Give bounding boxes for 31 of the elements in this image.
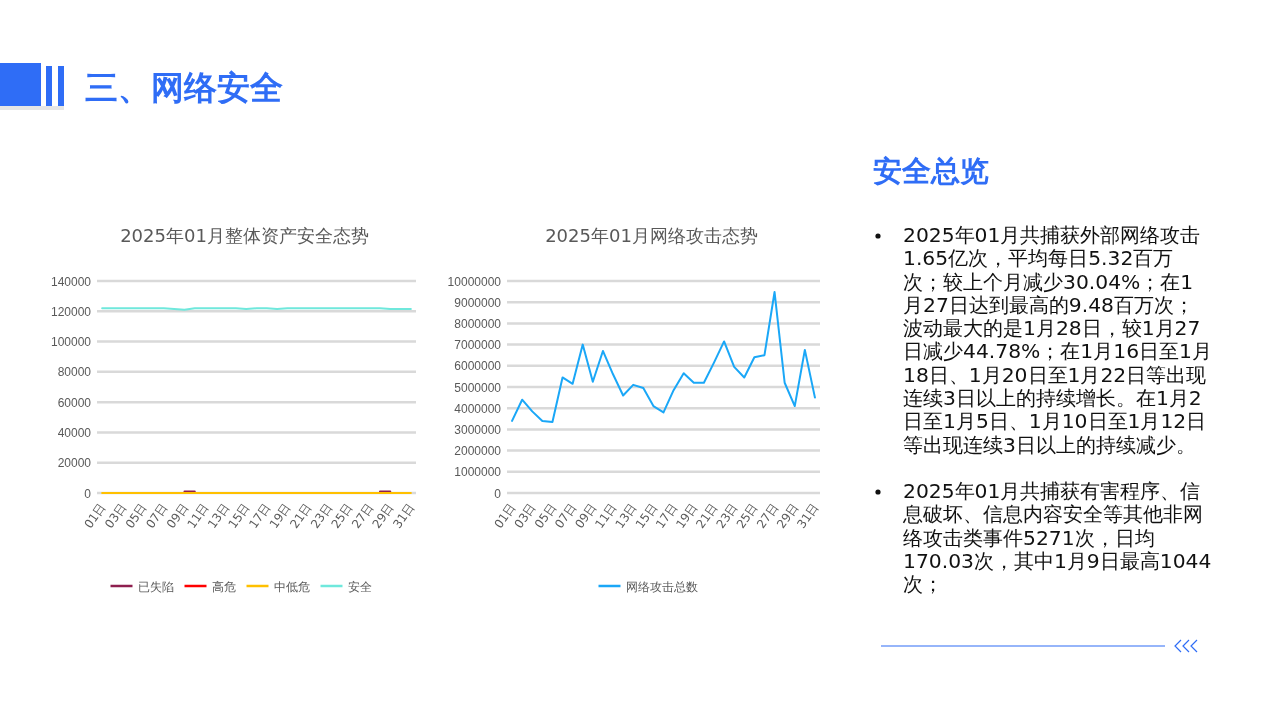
y-tick-label: 4000000 — [454, 401, 502, 416]
y-tick-label: 3000000 — [454, 422, 502, 437]
legend-label: 已失陷 — [137, 579, 174, 594]
legend-label: 网络攻击总数 — [625, 579, 698, 594]
text: 2025年01月共捕获外部网络攻击1.65亿次，平均每日5.32百万次；较上个月减少30.04%；在1月27日达到最高的9.48百万次；波动最大的是1月28日，较1月27日减少44.78%；在1月16日至1月18日、1月20日至1月22日等出现连续3日以上的持续增长。在1月2日至1月5日、1月10日至1月12日等出现连续3日以上的持续减少。 — [903, 223, 1212, 457]
y-tick-label: 2000000 — [454, 444, 502, 459]
y-tick-label: 140000 — [50, 274, 92, 289]
line-series — [511, 291, 816, 423]
y-tick-label: 100000 — [50, 335, 92, 350]
y-tick-label: 120000 — [50, 304, 92, 319]
text: 三、网络安全 — [85, 68, 283, 107]
chart-title: 2025年01月网络攻击态势 — [545, 225, 758, 246]
y-tick-label: 60000 — [57, 395, 92, 410]
legend-label: 高危 — [211, 579, 236, 594]
y-tick-label: 8000000 — [454, 316, 502, 331]
chart-title: 2025年01月整体资产安全态势 — [120, 225, 369, 246]
y-tick-label: 6000000 — [454, 359, 502, 374]
y-tick-label: 9000000 — [454, 295, 502, 310]
y-tick-label: 20000 — [57, 456, 92, 471]
y-tick-label: 10000000 — [447, 274, 502, 289]
y-tick-label: 5000000 — [454, 380, 502, 395]
y-tick-label: 7000000 — [454, 338, 502, 353]
y-tick-label: 1000000 — [454, 465, 502, 480]
y-tick-label: 0 — [84, 486, 92, 501]
y-tick-label: 0 — [494, 486, 502, 501]
text: 2025年01月共捕获有害程序、信息破坏、信息内容安全等其他非网络攻击类事件5271次，日均170.03次，其中1月9日最高1044次； — [903, 478, 1212, 597]
legend-label: 中低危 — [273, 579, 310, 594]
legend-label: 安全 — [347, 579, 372, 594]
y-tick-label: 80000 — [57, 365, 92, 380]
text: 安全总览 — [873, 154, 989, 188]
y-tick-label: 40000 — [57, 425, 92, 440]
